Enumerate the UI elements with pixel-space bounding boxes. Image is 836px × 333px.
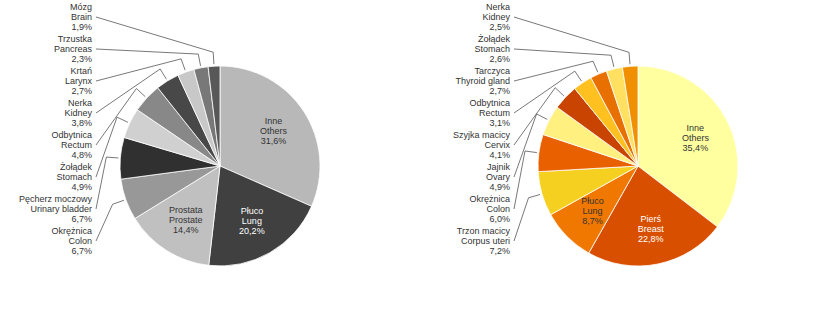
svg-text:InneOthers31,6%: InneOthers31,6% [260,116,288,146]
svg-text:NerkaKidney2,5%: NerkaKidney2,5% [482,2,510,32]
svg-text:OkrężnicaColon6,7%: OkrężnicaColon6,7% [51,226,92,256]
svg-text:MózgBrain1,9%: MózgBrain1,9% [70,2,92,32]
svg-text:OkrężnicaColon6,0%: OkrężnicaColon6,0% [469,194,510,224]
svg-text:ŻołądekStomach2,6%: ŻołądekStomach2,6% [474,34,510,64]
svg-text:PierśBreast22,8%: PierśBreast22,8% [638,214,665,244]
svg-text:InneOthers35,4%: InneOthers35,4% [682,123,710,153]
svg-text:TrzustkaPancreas2,3%: TrzustkaPancreas2,3% [54,34,93,64]
svg-text:NerkaKidney3,8%: NerkaKidney3,8% [64,98,92,128]
svg-text:JajnikOvary4,9%: JajnikOvary4,9% [486,162,511,192]
svg-text:ProstataProstate14,4%: ProstataProstate14,4% [169,205,203,235]
svg-text:Szyjka macicyCervix4,1%: Szyjka macicyCervix4,1% [453,130,511,160]
svg-text:KrtańLarynx2,7%: KrtańLarynx2,7% [65,66,93,96]
svg-text:Trzon macicyCorpus uteri7,2%: Trzon macicyCorpus uteri7,2% [457,226,511,256]
svg-text:PłucoLung8,7%: PłucoLung8,7% [581,196,604,226]
svg-text:TarczycaThyroid gland2,7%: TarczycaThyroid gland2,7% [455,66,510,96]
svg-text:PłucoLung20,2%: PłucoLung20,2% [239,206,265,236]
svg-text:Pęcherz moczowyUrinary bladder: Pęcherz moczowyUrinary bladder6,7% [19,194,93,224]
svg-text:ŻołądekStomach4,9%: ŻołądekStomach4,9% [56,162,92,192]
svg-text:OdbytnicaRectum4,8%: OdbytnicaRectum4,8% [51,130,92,160]
svg-text:OdbytnicaRectum3,1%: OdbytnicaRectum3,1% [469,98,510,128]
